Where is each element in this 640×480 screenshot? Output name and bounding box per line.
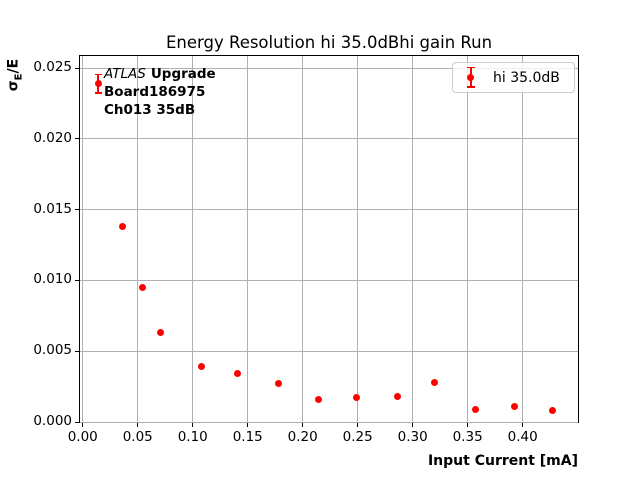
x-tick-mark (192, 423, 194, 427)
data-point (275, 380, 283, 388)
data-point-icon (467, 74, 475, 81)
y-gridline (80, 138, 578, 140)
plot-area: ATLAS Upgrade Board186975 Ch013 35dB hi 3… (79, 55, 579, 423)
x-gridline (247, 56, 249, 422)
annotation-upgrade-label: Upgrade (150, 66, 216, 82)
data-point (548, 407, 556, 415)
y-gridline (80, 67, 578, 69)
data-point (431, 378, 439, 386)
chart-title: Energy Resolution hi 35.0dBhi gain Run (165, 33, 493, 52)
data-point (393, 393, 401, 400)
error-bar-cap-bottom (94, 92, 102, 94)
annotation-channel-gain: Ch013 35dB (104, 102, 196, 118)
atlas-annotation: ATLAS Upgrade Board186975 Ch013 35dB (104, 65, 216, 119)
y-tick-mark (75, 138, 79, 140)
error-bar-cap-top (94, 73, 102, 76)
x-gridline (302, 56, 304, 422)
x-gridline (192, 56, 194, 422)
x-tick-label: 0.25 (342, 429, 373, 445)
annotation-experiment-name: ATLAS (104, 66, 146, 82)
errorbar-cap-top (467, 66, 475, 69)
x-gridline (357, 56, 359, 422)
errorbar-cap-bottom (467, 86, 475, 88)
y-tick-mark (75, 67, 79, 69)
y-tick-label: 0.015 (33, 200, 72, 217)
annotation-line-1: ATLAS Upgrade (104, 65, 216, 83)
y-gridline (80, 279, 578, 281)
y-axis-label: σE/E (6, 59, 25, 91)
x-tick-label: 0.10 (177, 429, 208, 445)
legend: hi 35.0dB (452, 62, 575, 93)
x-tick-label: 0.20 (287, 429, 318, 445)
y-gridline (80, 421, 578, 423)
x-tick-mark (302, 423, 304, 427)
x-gridline (467, 56, 469, 422)
data-point (138, 283, 146, 291)
x-gridline (137, 56, 139, 422)
x-tick-mark (522, 423, 524, 427)
x-tick-label: 0.30 (397, 429, 428, 445)
data-point (511, 402, 519, 410)
x-tick-mark (82, 423, 84, 427)
data-point (198, 363, 206, 371)
y-tick-mark (75, 350, 79, 352)
data-point (234, 370, 242, 378)
y-tick-label: 0.005 (33, 342, 72, 359)
y-tick-label: 0.000 (33, 413, 72, 429)
x-tick-label: 0.00 (67, 429, 98, 445)
data-point (118, 223, 126, 231)
x-tick-mark (137, 423, 139, 427)
y-gridline (80, 350, 578, 352)
y-axis-label-subscript: E (13, 73, 25, 81)
x-tick-mark (467, 423, 469, 427)
x-gridline (522, 56, 524, 422)
data-point (353, 394, 361, 402)
y-tick-mark (75, 421, 79, 423)
data-point (314, 395, 322, 403)
y-axis-label-sigma: σ (5, 80, 22, 92)
x-tick-mark (247, 423, 249, 427)
x-tick-mark (357, 423, 359, 427)
data-point (471, 405, 479, 413)
x-tick-mark (412, 423, 414, 427)
errorbar-marker-icon (462, 66, 480, 89)
x-tick-label: 0.15 (232, 429, 263, 445)
y-tick-mark (75, 279, 79, 281)
legend-label: hi 35.0dB (493, 69, 560, 86)
y-axis-label-rest: /E (5, 58, 22, 74)
y-tick-label: 0.020 (33, 129, 72, 146)
annotation-board-id: Board186975 (104, 84, 206, 100)
x-gridline (412, 56, 414, 422)
data-point (157, 329, 165, 337)
x-tick-label: 0.40 (507, 429, 538, 445)
x-tick-label: 0.35 (452, 429, 483, 445)
x-axis-label: Input Current [mA] (427, 453, 578, 469)
y-tick-label: 0.025 (33, 59, 72, 76)
y-tick-label: 0.010 (33, 271, 72, 288)
y-tick-mark (75, 209, 79, 211)
x-tick-label: 0.05 (122, 429, 153, 445)
x-gridline (82, 56, 84, 422)
y-gridline (80, 209, 578, 211)
data-point (94, 80, 102, 88)
